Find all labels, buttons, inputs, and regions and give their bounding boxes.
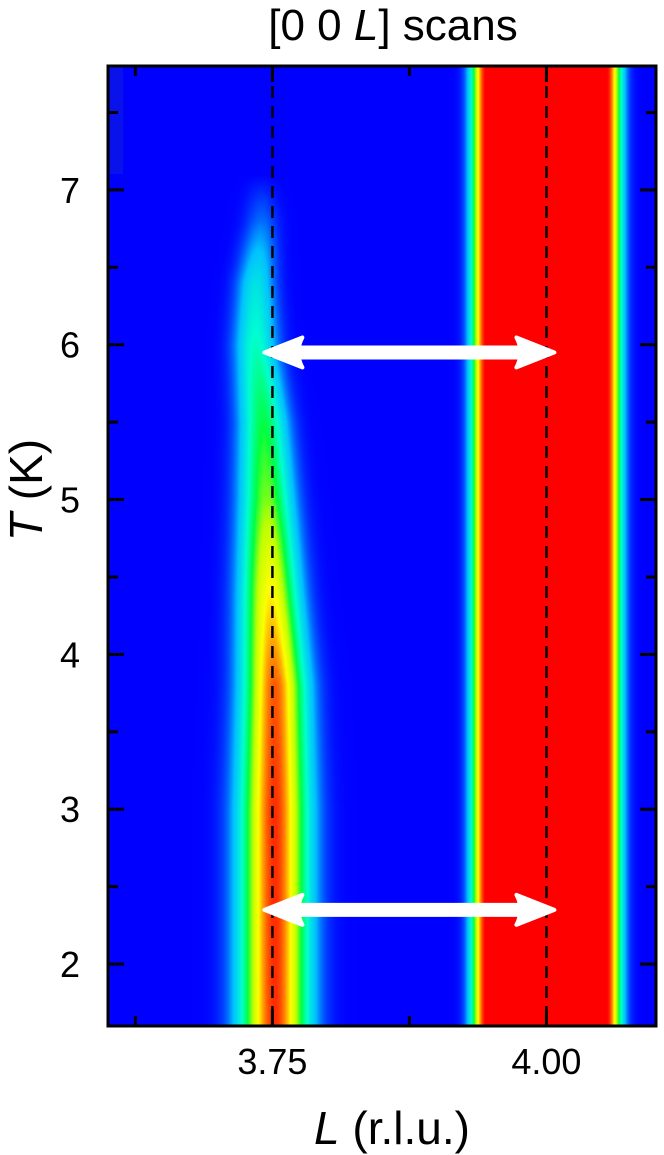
chart-title-suffix: ] scans — [378, 1, 517, 50]
arrow-head-left — [262, 335, 305, 370]
x-axis-label: L (r.l.u.) — [314, 1102, 470, 1154]
x-axis-label-rest: (r.l.u.) — [340, 1102, 470, 1154]
y-tick-label: 6 — [60, 325, 80, 366]
double-arrow-0 — [262, 335, 557, 370]
y-tick-label: 3 — [60, 789, 80, 830]
y-tick-label: 2 — [60, 944, 80, 985]
overlay-layer — [262, 66, 557, 1026]
y-tick-label: 7 — [60, 170, 80, 211]
x-tick-label: 4.00 — [511, 1041, 581, 1082]
arrow-head-right — [514, 892, 557, 927]
chart-title-italic: L — [354, 1, 378, 50]
plot-frame — [106, 64, 658, 1028]
y-tick-label: 4 — [60, 634, 80, 675]
axes-layer: 3.75 4.00 2 3 4 5 6 7 — [60, 66, 656, 1082]
heatmap-area — [108, 66, 656, 1026]
arrow-head-right — [514, 335, 557, 370]
x-axis-label-italic: L — [314, 1102, 340, 1154]
double-arrow-1 — [262, 892, 557, 927]
x-tick-label: 3.75 — [237, 1041, 307, 1082]
y-axis-label-italic: T — [0, 510, 52, 541]
arrow-head-left — [262, 892, 305, 927]
y-axis-label: T (K) — [0, 439, 52, 541]
y-axis-label-rest: (K) — [0, 439, 52, 513]
heatmap-canvas — [108, 66, 656, 1026]
chart-title: [0 0 L] scans — [268, 1, 518, 50]
chart-title-prefix: [0 0 — [268, 1, 354, 50]
y-tick-label: 5 — [60, 480, 80, 521]
